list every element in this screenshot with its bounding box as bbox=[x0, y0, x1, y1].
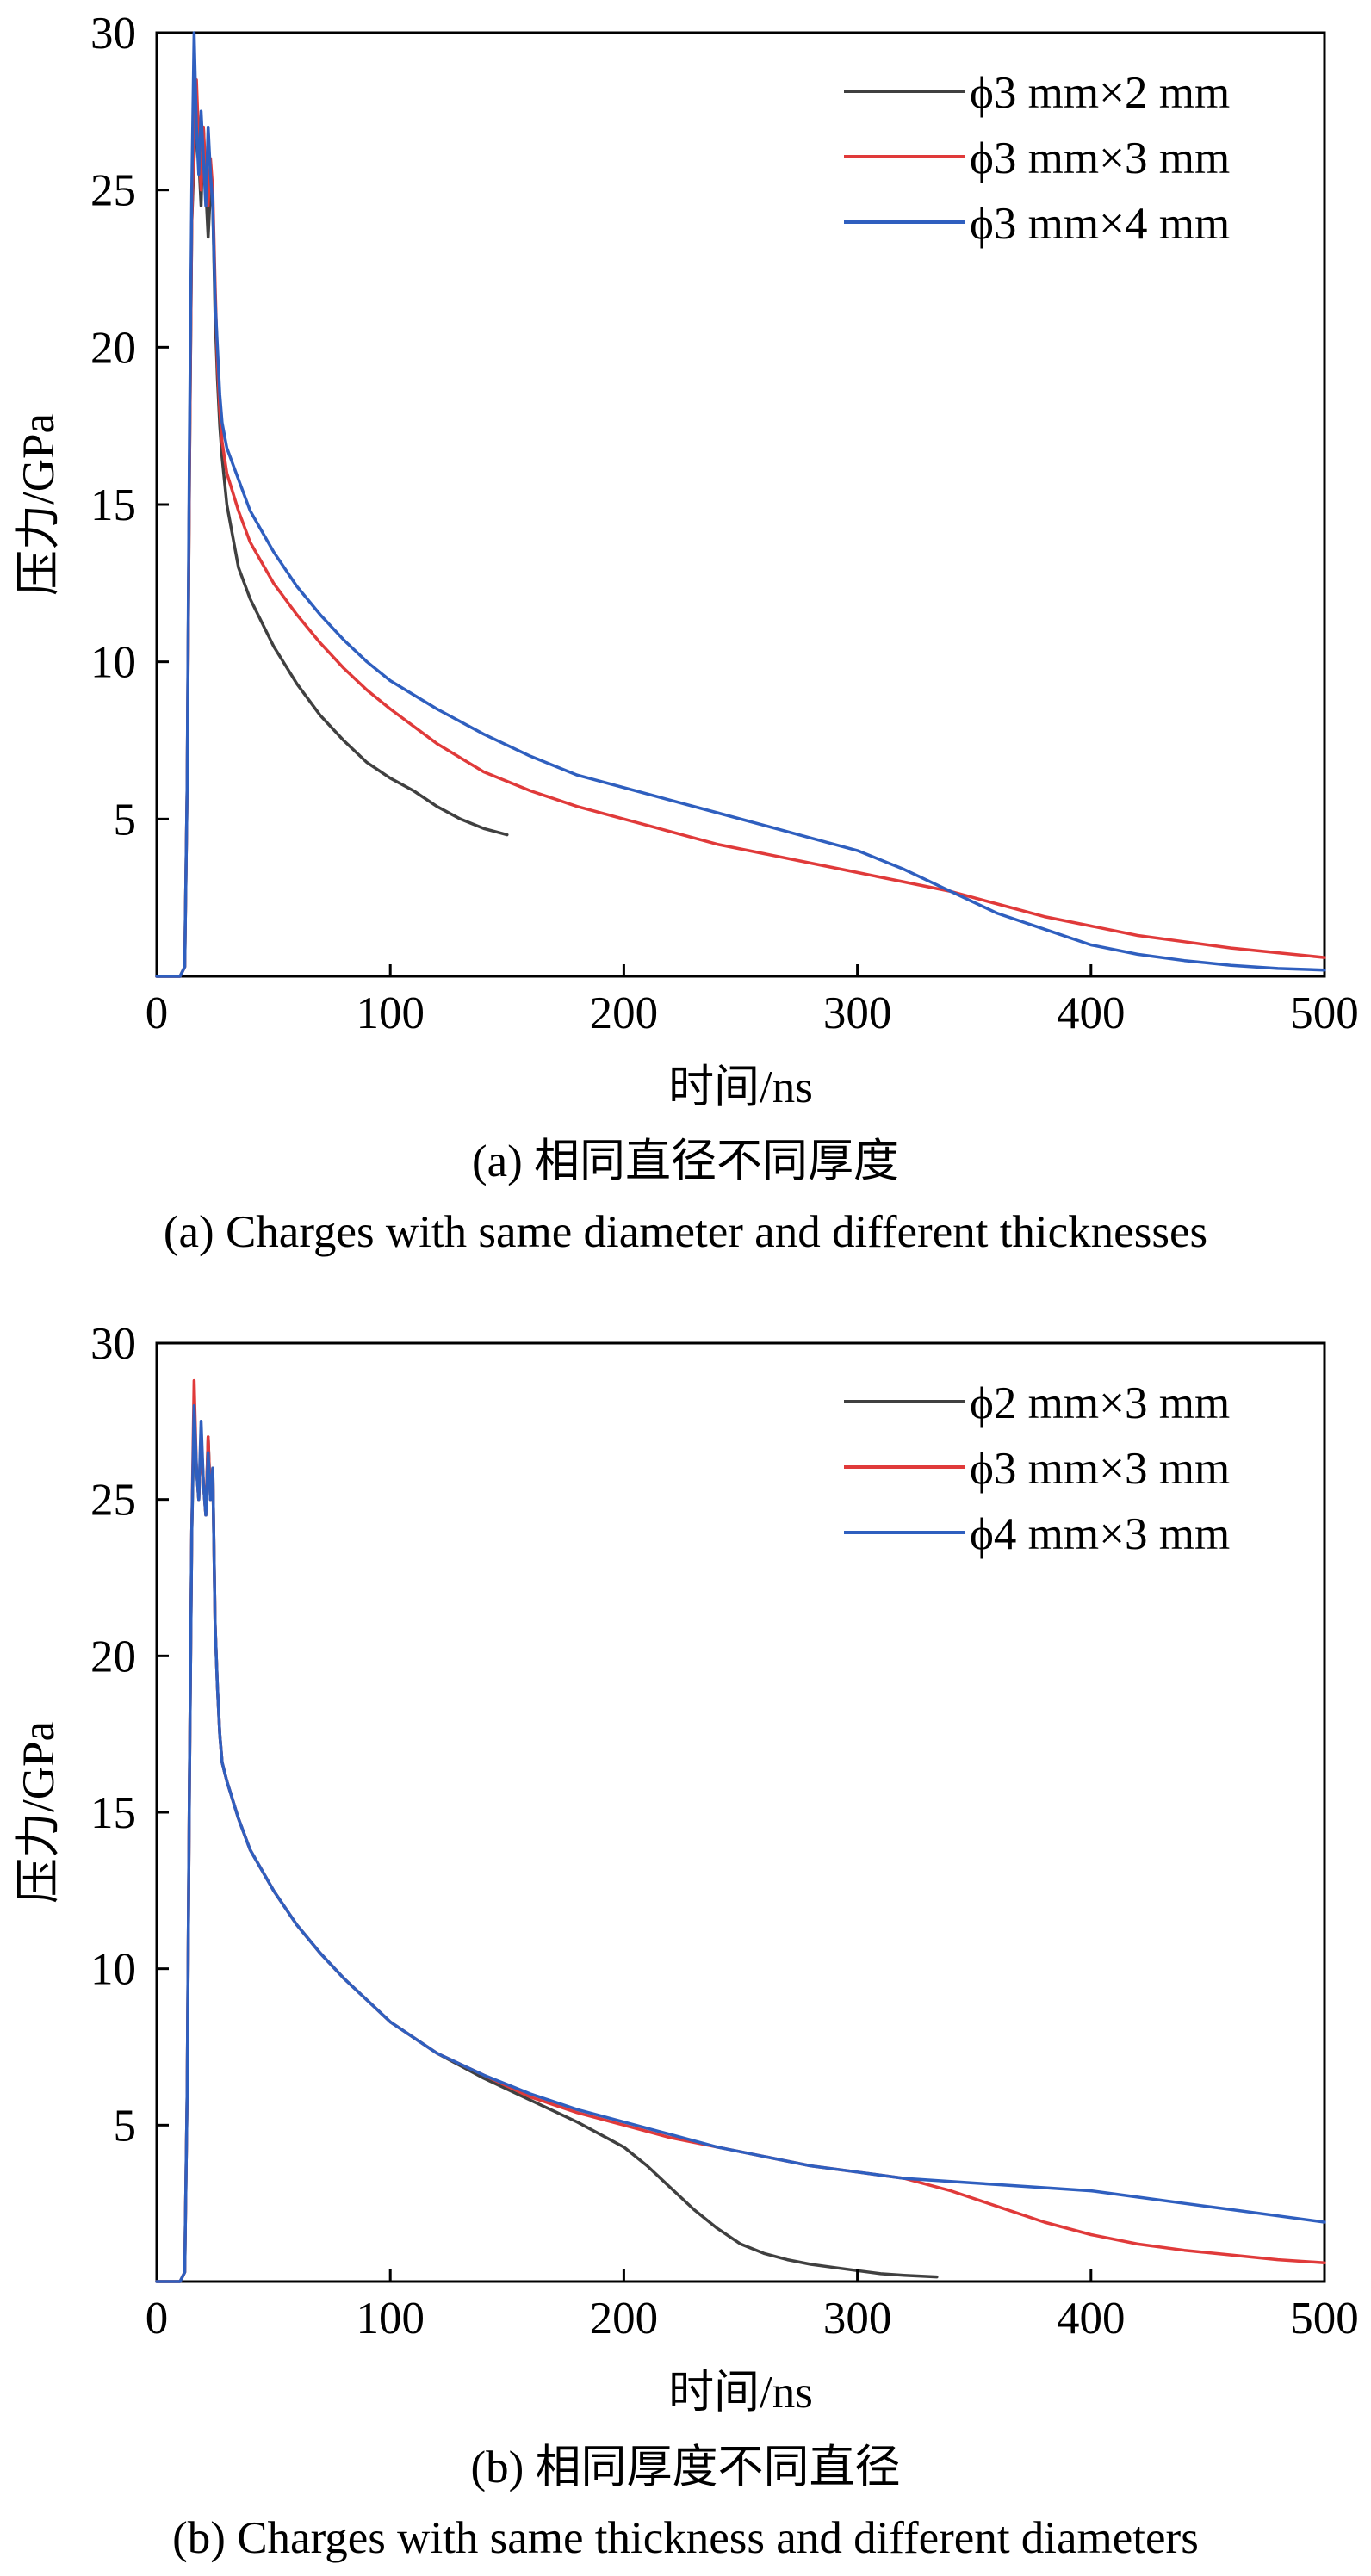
panel-a-chart: 0 100 200 300 400 500 5 10 15 20 25 30 时间/ns 压力/GP… bbox=[14, 9, 1359, 1112]
y-tick-label: 30 bbox=[90, 9, 136, 59]
x-tick-label: 100 bbox=[356, 988, 425, 1038]
series-layer bbox=[155, 31, 1326, 978]
y-axis-ticks: 5 10 15 20 25 30 bbox=[90, 9, 169, 845]
x-tick-label: 100 bbox=[356, 2294, 425, 2344]
y-tick-label: 15 bbox=[90, 1788, 136, 1838]
legend-label: ϕ4 mm×3 mm bbox=[970, 1509, 1230, 1559]
series-line bbox=[155, 1403, 1326, 2283]
x-tick-label: 400 bbox=[1057, 2294, 1126, 2344]
x-tick-label: 400 bbox=[1057, 988, 1126, 1038]
legend: ϕ2 mm×3 mm ϕ3 mm×3 mm ϕ4 mm×3 mm bbox=[844, 1378, 1230, 1559]
x-tick-label: 200 bbox=[590, 2294, 659, 2344]
x-axis-ticks: 0 100 200 300 400 500 bbox=[146, 2269, 1359, 2344]
y-tick-label: 15 bbox=[90, 480, 136, 530]
series-line bbox=[155, 31, 1326, 978]
series-layer bbox=[155, 1378, 1326, 2283]
caption-b-english: (b) Charges with same thickness and diff… bbox=[172, 2513, 1199, 2563]
y-axis-ticks: 5 10 15 20 25 30 bbox=[90, 1319, 169, 2151]
x-tick-label: 0 bbox=[146, 988, 169, 1038]
y-tick-label: 5 bbox=[114, 795, 137, 845]
y-tick-label: 30 bbox=[90, 1319, 136, 1369]
caption-a-chinese: (a) 相同直径不同厚度 bbox=[471, 1136, 900, 1186]
x-tick-label: 0 bbox=[146, 2294, 169, 2344]
series-line bbox=[155, 1420, 939, 2283]
panel-b-chart: 0 100 200 300 400 500 5 10 15 20 25 30 时间/ns 压力/GP… bbox=[14, 1319, 1359, 2418]
y-tick-label: 25 bbox=[90, 1476, 136, 1526]
y-tick-label: 25 bbox=[90, 166, 136, 216]
y-axis-label: 压力/GPa bbox=[14, 1721, 64, 1904]
legend-label: ϕ3 mm×3 mm bbox=[970, 133, 1230, 183]
legend-label: ϕ2 mm×3 mm bbox=[970, 1378, 1230, 1428]
x-tick-label: 500 bbox=[1290, 988, 1359, 1038]
x-axis-label: 时间/ns bbox=[668, 2368, 813, 2418]
y-tick-label: 10 bbox=[90, 1945, 136, 1995]
y-tick-label: 20 bbox=[90, 323, 136, 373]
legend-label: ϕ3 mm×4 mm bbox=[970, 199, 1230, 249]
x-tick-label: 300 bbox=[823, 2294, 892, 2344]
y-tick-label: 20 bbox=[90, 1632, 136, 1681]
x-axis-ticks: 0 100 200 300 400 500 bbox=[146, 964, 1359, 1038]
series-line bbox=[155, 109, 509, 978]
caption-b-chinese: (b) 相同厚度不同直径 bbox=[470, 2443, 901, 2492]
x-tick-label: 200 bbox=[590, 988, 659, 1038]
caption-a-english: (a) Charges with same diameter and diffe… bbox=[163, 1207, 1208, 1257]
x-tick-label: 300 bbox=[823, 988, 892, 1038]
legend: ϕ3 mm×2 mm ϕ3 mm×3 mm ϕ3 mm×4 mm bbox=[844, 68, 1230, 249]
x-tick-label: 500 bbox=[1290, 2294, 1359, 2344]
y-tick-label: 10 bbox=[90, 638, 136, 688]
legend-label: ϕ3 mm×3 mm bbox=[970, 1444, 1230, 1494]
legend-label: ϕ3 mm×2 mm bbox=[970, 68, 1230, 118]
y-tick-label: 5 bbox=[114, 2101, 137, 2151]
x-axis-label: 时间/ns bbox=[668, 1062, 813, 1112]
y-axis-label: 压力/GPa bbox=[14, 413, 64, 596]
